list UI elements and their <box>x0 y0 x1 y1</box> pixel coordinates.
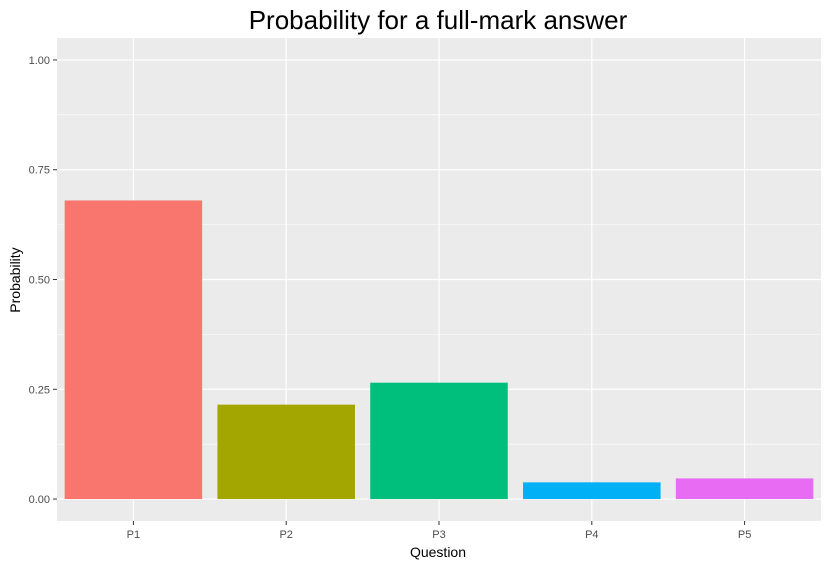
y-tick-label: 0.00 <box>29 494 50 506</box>
x-tick-label: P5 <box>738 529 751 541</box>
bars <box>64 200 814 500</box>
x-tick-label: P4 <box>585 529 598 541</box>
chart-title: Probability for a full-mark answer <box>249 5 628 35</box>
x-tick-label: P2 <box>279 529 292 541</box>
x-axis-title: Question <box>410 544 466 560</box>
axis-ticks: 0.00 0.25 0.50 0.75 1.00 P1 P2 P3 P4 P5 <box>29 55 752 541</box>
bar-p5 <box>675 478 814 500</box>
y-tick-label: 0.25 <box>29 384 50 396</box>
bar-p4 <box>523 482 661 500</box>
x-tick-label: P3 <box>432 529 445 541</box>
x-tick-label: P1 <box>127 529 140 541</box>
y-tick-label: 1.00 <box>29 55 50 67</box>
y-tick-label: 0.75 <box>29 165 50 177</box>
bar-p1 <box>64 200 203 500</box>
bar-p3 <box>370 382 508 500</box>
y-tick-label: 0.50 <box>29 275 50 287</box>
bar-p2 <box>217 404 355 500</box>
y-axis-title: Probability <box>7 247 23 312</box>
